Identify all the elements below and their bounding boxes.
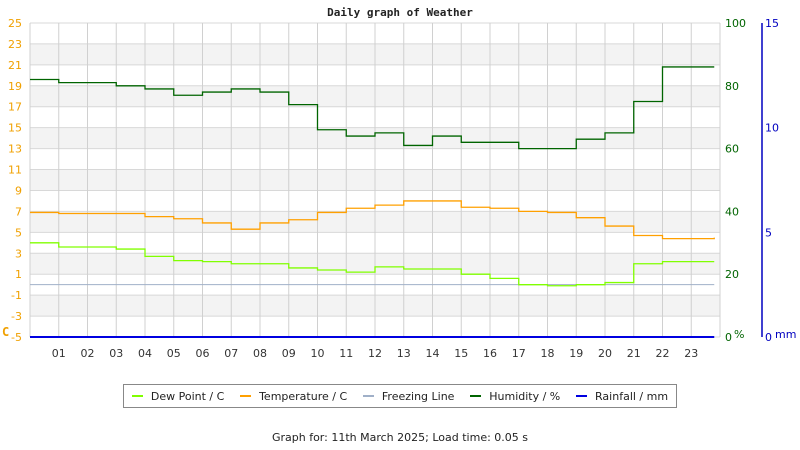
y-tick-temp: -3 bbox=[11, 310, 22, 323]
series-humidity bbox=[30, 66, 715, 150]
y-tick-rain: 10 bbox=[765, 122, 779, 135]
x-tick-hour: 17 bbox=[512, 347, 526, 360]
y-tick-temp: -1 bbox=[11, 289, 22, 302]
x-tick-hour: 09 bbox=[282, 347, 296, 360]
legend-item: Humidity / % bbox=[470, 390, 560, 403]
x-tick-hour: 18 bbox=[541, 347, 555, 360]
x-tick-hour: 20 bbox=[598, 347, 612, 360]
y-tick-temp: 17 bbox=[8, 101, 22, 114]
y-tick-temp: 5 bbox=[15, 226, 22, 239]
x-tick-hour: 05 bbox=[167, 347, 181, 360]
y-tick-rain: 15 bbox=[765, 17, 779, 30]
legend-item: Dew Point / C bbox=[131, 389, 225, 403]
y-tick-temp: 9 bbox=[15, 184, 22, 197]
y-tick-temp: -5 bbox=[11, 331, 22, 344]
y-tick-temp: 21 bbox=[8, 59, 22, 72]
chart-title: Daily graph of Weather bbox=[327, 6, 473, 19]
y-tick-humidity: 20 bbox=[725, 268, 739, 281]
y-tick-rain: 5 bbox=[765, 226, 772, 239]
x-tick-hour: 12 bbox=[368, 347, 382, 360]
chart-canvas: 252321191715131197531-1-3-5C100806040200… bbox=[2, 17, 796, 360]
legend-item: Temperature / C bbox=[240, 390, 347, 403]
y-axis-unit-c: C bbox=[2, 325, 9, 339]
legend-swatch bbox=[240, 395, 252, 397]
x-tick-hour: 01 bbox=[52, 347, 66, 360]
x-tick-hour: 13 bbox=[397, 347, 411, 360]
y-tick-humidity: 80 bbox=[725, 80, 739, 93]
legend-item: Rainfall / mm bbox=[576, 390, 668, 403]
y-tick-humidity: 100 bbox=[725, 17, 746, 30]
footer-status: Graph for: 11th March 2025; Load time: 0… bbox=[271, 431, 529, 444]
x-tick-hour: 11 bbox=[339, 347, 353, 360]
y-tick-temp: 25 bbox=[8, 17, 22, 30]
x-tick-hour: 14 bbox=[426, 347, 440, 360]
legend-label: Freezing Line bbox=[381, 389, 455, 403]
x-tick-hour: 04 bbox=[138, 347, 152, 360]
legend-label: Temperature / C bbox=[259, 389, 348, 403]
x-tick-hour: 02 bbox=[81, 347, 95, 360]
legend-item: Freezing Line bbox=[362, 389, 455, 403]
y-tick-temp: 3 bbox=[15, 247, 22, 260]
x-tick-hour: 21 bbox=[627, 347, 641, 360]
x-tick-hour: 23 bbox=[684, 347, 698, 360]
x-tick-hour: 22 bbox=[656, 347, 670, 360]
x-tick-hour: 15 bbox=[454, 347, 468, 360]
x-tick-hour: 10 bbox=[311, 347, 325, 360]
x-tick-hour: 07 bbox=[224, 347, 238, 360]
legend-label: Dew Point / C bbox=[150, 389, 225, 403]
y-axis-unit-percent: % bbox=[734, 328, 744, 341]
legend-label: Rainfall / mm bbox=[595, 389, 669, 403]
series-dew-point-c bbox=[30, 242, 715, 287]
y-tick-temp: 1 bbox=[15, 268, 22, 281]
y-tick-humidity: 0 bbox=[725, 331, 732, 344]
y-tick-temp: 11 bbox=[8, 164, 22, 177]
y-tick-temp: 7 bbox=[15, 205, 22, 218]
y-axis-unit-mm: mm bbox=[775, 328, 796, 341]
x-tick-hour: 08 bbox=[253, 347, 267, 360]
y-tick-temp: 23 bbox=[8, 38, 22, 51]
legend: Dew Point / C Temperature / C Freezing Lin… bbox=[123, 384, 677, 408]
legend-swatch bbox=[576, 395, 588, 397]
y-tick-humidity: 60 bbox=[725, 143, 739, 156]
series-temperature-c bbox=[30, 200, 715, 240]
x-tick-hour: 06 bbox=[196, 347, 210, 360]
legend-swatch bbox=[470, 395, 482, 397]
y-tick-temp: 19 bbox=[8, 80, 22, 93]
x-tick-hour: 16 bbox=[483, 347, 497, 360]
x-tick-hour: 19 bbox=[569, 347, 583, 360]
legend-label: Humidity / % bbox=[489, 389, 561, 403]
y-tick-rain: 0 bbox=[765, 331, 772, 344]
legend-swatch bbox=[362, 395, 374, 397]
y-tick-humidity: 40 bbox=[725, 205, 739, 218]
x-tick-hour: 03 bbox=[109, 347, 123, 360]
y-tick-temp: 13 bbox=[8, 143, 22, 156]
y-tick-temp: 15 bbox=[8, 122, 22, 135]
legend-swatch bbox=[131, 395, 143, 397]
